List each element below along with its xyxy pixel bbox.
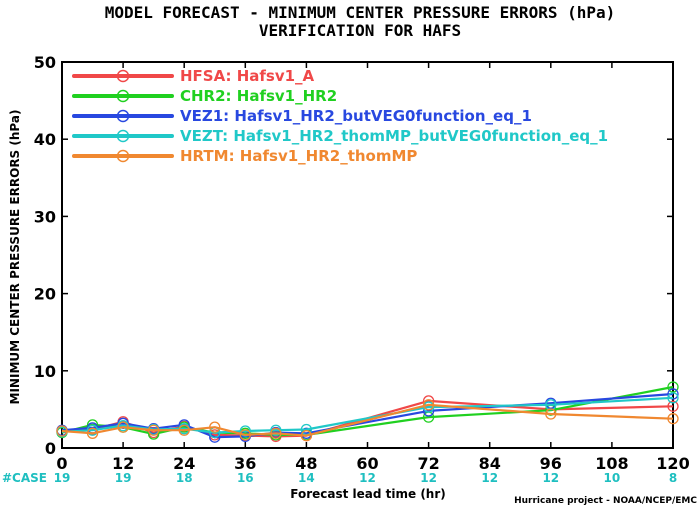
data-point (86, 424, 99, 436)
series-group (56, 381, 679, 443)
data-point (239, 425, 251, 437)
data-point (667, 388, 679, 400)
y-tick-label: 30 (34, 207, 56, 226)
x-tick-label: 12 (112, 454, 134, 473)
data-point (270, 424, 282, 436)
data-point (422, 399, 435, 411)
data-point (239, 429, 251, 441)
legend-entry-label: HFSA: Hafsv1_A (180, 67, 315, 85)
data-point (117, 421, 129, 433)
legend-entry-label: VEZT: Hafsv1_HR2_thomMP_butVEG0function_… (180, 127, 608, 145)
legend-swatch-marker (116, 149, 130, 163)
case-count-value: 12 (420, 471, 437, 485)
case-count-value: 19 (54, 471, 71, 485)
y-tick-label: 10 (34, 362, 56, 381)
chart-title: MODEL FORECAST - MINIMUM CENTER PRESSURE… (105, 3, 616, 22)
legend-entry-label: HRTM: Hafsv1_HR2_thomMP (180, 147, 417, 165)
x-tick-label: 96 (540, 454, 562, 473)
x-tick-label: 108 (595, 454, 628, 473)
legend: HFSA: Hafsv1_A CHR2: Hafsv1_HR2 VEZ1: Hafs… (72, 67, 608, 165)
x-tick-label: 120 (656, 454, 689, 473)
legend-swatch-marker (116, 109, 130, 123)
data-point (56, 425, 68, 437)
data-point (147, 424, 160, 436)
case-count-value: 19 (115, 471, 132, 485)
y-tick-label: 50 (34, 53, 56, 72)
data-point (667, 381, 679, 393)
y-tick-label: 40 (34, 130, 56, 149)
case-count-label: #CASE (2, 471, 47, 485)
x-tick-label: 72 (417, 454, 439, 473)
legend-entry-label: VEZ1: Hafsv1_HR2_butVEG0function_eq_1 (180, 107, 532, 125)
legend-entry-label: CHR2: Hafsv1_HR2 (180, 87, 337, 105)
data-point (270, 427, 282, 439)
chart-subtitle: VERIFICATION FOR HAFS (259, 21, 461, 40)
x-tick-label: 84 (479, 454, 501, 473)
x-tick-label: 0 (56, 454, 67, 473)
case-count-value: 12 (481, 471, 498, 485)
y-tick-label: 0 (45, 439, 56, 458)
data-point (667, 400, 679, 412)
legend-swatch-marker (116, 69, 130, 83)
credit-text: Hurricane project - NOAA/NCEP/EMC (514, 496, 697, 506)
x-tick-label: 36 (234, 454, 256, 473)
data-point (209, 421, 221, 433)
data-point (667, 413, 679, 425)
case-count-value: 10 (604, 471, 621, 485)
x-tick-label: 48 (295, 454, 317, 473)
legend-swatch-marker (116, 129, 130, 143)
y-tick-label: 20 (34, 285, 56, 304)
x-tick-label: 60 (356, 454, 378, 473)
data-point (86, 427, 99, 439)
data-point (178, 424, 190, 436)
data-point (667, 392, 679, 404)
case-count-value: 16 (237, 471, 254, 485)
data-point (545, 399, 557, 411)
case-count-value: 12 (359, 471, 376, 485)
x-axis-label: Forecast lead time (hr) (290, 487, 446, 501)
case-count-value: 12 (542, 471, 559, 485)
case-count-value: 18 (176, 471, 193, 485)
legend-swatch-marker (116, 89, 130, 103)
case-count-value: 8 (669, 471, 677, 485)
data-point (422, 405, 435, 417)
x-tick-label: 24 (173, 454, 195, 473)
y-axis-label: MINIMUM CENTER PRESSURE ERRORS (hPa) (8, 110, 22, 405)
data-point (300, 429, 313, 442)
data-point (545, 408, 557, 420)
case-count-value: 14 (298, 471, 315, 485)
